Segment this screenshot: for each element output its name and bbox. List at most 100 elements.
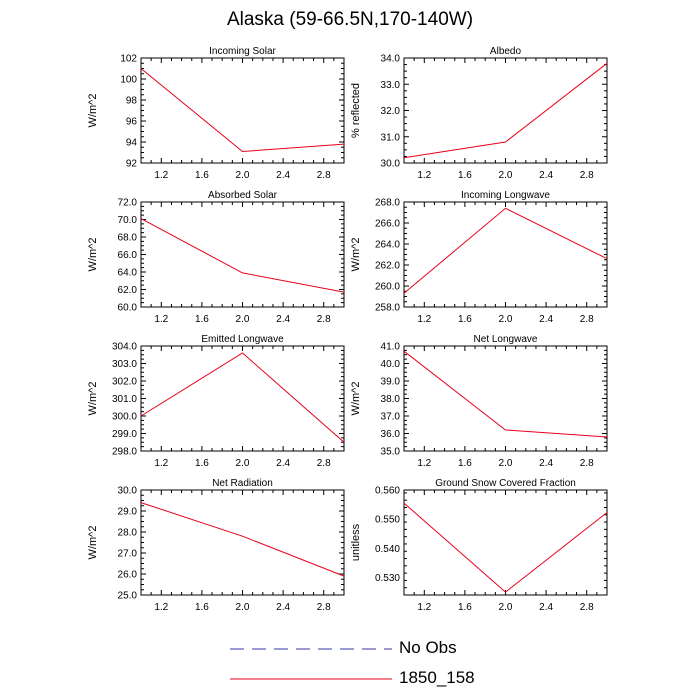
x-tick-label: 1.6	[195, 170, 209, 181]
y-tick-label: 302.0	[112, 377, 137, 388]
x-tick-label: 2.4	[276, 602, 290, 613]
panel-net-longwave: Net Longwave W/m^2 1.2 1.6 2.0 2.4 2.8 35.0 36.0…	[350, 334, 608, 469]
y-tick-label: 100	[120, 75, 137, 86]
panel-absorbed-solar: Absorbed Solar W/m^2 1.2 1.6 2.0 2.4 2.8 60.0 62…	[87, 190, 345, 325]
y-tick-label: 62.0	[118, 285, 138, 296]
y-tick-label: 37.0	[381, 412, 401, 423]
figure-title: Alaska (59-66.5N,170-140W)	[226, 9, 474, 30]
y-axis-label: % reflected	[350, 83, 362, 138]
x-tick-label: 1.6	[458, 314, 472, 325]
panel-title: Albedo	[490, 46, 522, 57]
y-tick-label: 303.0	[112, 359, 137, 370]
plot-frame	[140, 345, 345, 452]
panel-title: Absorbed Solar	[208, 190, 278, 201]
y-tick-label: 27.0	[118, 549, 138, 560]
x-tick-label: 2.0	[236, 314, 250, 325]
panel-title: Emitted Longwave	[201, 334, 284, 345]
y-tick-label: 262.0	[375, 261, 400, 272]
x-tick-label: 2.4	[539, 458, 553, 469]
y-tick-label: 299.0	[112, 429, 137, 440]
x-tick-label: 2.8	[580, 170, 594, 181]
chart-panels: Incoming Solar W/m^2 1.2 1.6 2.0 2.4 2.8 92 94 96…	[87, 46, 608, 613]
y-tick-label: 258.0	[375, 303, 400, 314]
y-tick-label: 35.0	[381, 447, 401, 458]
x-tick-label: 1.2	[417, 458, 431, 469]
y-tick-label: 36.0	[381, 429, 401, 440]
panel-emitted-longwave: Emitted Longwave W/m^2 1.2 1.6 2.0 2.4 2.8 298.…	[87, 334, 345, 469]
series-line-1850-158	[140, 68, 345, 153]
y-tick-label: 68.0	[118, 233, 138, 244]
x-tick-label: 2.0	[499, 170, 513, 181]
x-tick-label: 2.8	[580, 458, 594, 469]
y-tick-label: 298.0	[112, 447, 137, 458]
y-tick-label: 38.0	[381, 394, 401, 405]
plot-frame	[140, 57, 345, 164]
y-tick-label: 39.0	[381, 377, 401, 388]
x-tick-label: 1.2	[154, 602, 168, 613]
plot-frame	[403, 201, 608, 308]
x-tick-label: 2.8	[580, 314, 594, 325]
panel-net-radiation: Net Radiation W/m^2 1.2 1.6 2.0 2.4 2.8 25.0 26.…	[87, 478, 345, 613]
x-tick-label: 2.4	[539, 170, 553, 181]
y-tick-label: 92	[126, 159, 138, 170]
y-axis-label: unitless	[350, 523, 362, 561]
y-axis-label: W/m^2	[87, 238, 99, 272]
series-line-1850-158	[403, 502, 608, 593]
series-line-1850-158	[403, 350, 608, 438]
y-tick-label: 30.0	[381, 159, 401, 170]
y-tick-label: 102	[120, 54, 137, 65]
y-axis-label: W/m^2	[87, 382, 99, 416]
y-tick-label: 41.0	[381, 342, 401, 353]
y-tick-label: 34.0	[381, 54, 401, 65]
panel-incoming-solar: Incoming Solar W/m^2 1.2 1.6 2.0 2.4 2.8 92 94 96…	[87, 46, 345, 181]
plot-frame	[140, 489, 345, 596]
x-tick-label: 1.2	[154, 314, 168, 325]
y-tick-label: 40.0	[381, 359, 401, 370]
y-tick-label: 70.0	[118, 215, 138, 226]
x-tick-label: 2.8	[317, 458, 331, 469]
x-tick-label: 2.8	[317, 602, 331, 613]
y-tick-label: 33.0	[381, 80, 401, 91]
y-tick-label: 29.0	[118, 507, 138, 518]
y-tick-label: 32.0	[381, 106, 401, 117]
plot-frame	[403, 57, 608, 164]
x-tick-label: 1.6	[458, 170, 472, 181]
x-tick-label: 1.6	[458, 602, 472, 613]
x-tick-label: 2.8	[317, 170, 331, 181]
x-tick-label: 1.6	[195, 314, 209, 325]
x-tick-label: 1.2	[417, 170, 431, 181]
y-tick-label: 64.0	[118, 268, 138, 279]
y-axis-label: W/m^2	[350, 238, 362, 272]
series-line-1850-158	[140, 352, 345, 443]
y-tick-label: 96	[126, 117, 138, 128]
x-tick-label: 2.0	[499, 314, 513, 325]
legend-label-1850-158: 1850_158	[399, 668, 475, 687]
y-axis-label: W/m^2	[350, 382, 362, 416]
x-tick-label: 2.0	[236, 170, 250, 181]
y-tick-label: 0.530	[375, 573, 400, 584]
y-axis-label: W/m^2	[87, 526, 99, 560]
y-tick-label: 26.0	[118, 570, 138, 581]
x-tick-label: 1.2	[417, 314, 431, 325]
y-tick-label: 94	[126, 138, 138, 149]
x-tick-label: 2.8	[317, 314, 331, 325]
panel-title: Ground Snow Covered Fraction	[435, 478, 576, 489]
y-tick-label: 0.550	[375, 515, 400, 526]
y-axis-label: W/m^2	[87, 94, 99, 128]
panel-albedo: Albedo % reflected 1.2 1.6 2.0 2.4 2.8 30.0 31.0…	[350, 46, 608, 181]
y-tick-label: 264.0	[375, 240, 400, 251]
y-tick-label: 72.0	[118, 198, 138, 209]
x-tick-label: 2.4	[276, 314, 290, 325]
panel-title: Incoming Solar	[209, 46, 276, 57]
series-line-1850-158	[403, 62, 608, 159]
x-tick-label: 2.4	[539, 602, 553, 613]
y-tick-label: 266.0	[375, 219, 400, 230]
x-tick-label: 2.0	[499, 602, 513, 613]
panel-title: Incoming Longwave	[461, 190, 550, 201]
y-tick-label: 60.0	[118, 303, 138, 314]
legend-label-no-obs: No Obs	[399, 638, 457, 657]
panel-title: Net Radiation	[212, 478, 273, 489]
series-line-1850-158	[140, 502, 345, 577]
series-line-1850-158	[403, 207, 608, 294]
y-tick-label: 304.0	[112, 342, 137, 353]
